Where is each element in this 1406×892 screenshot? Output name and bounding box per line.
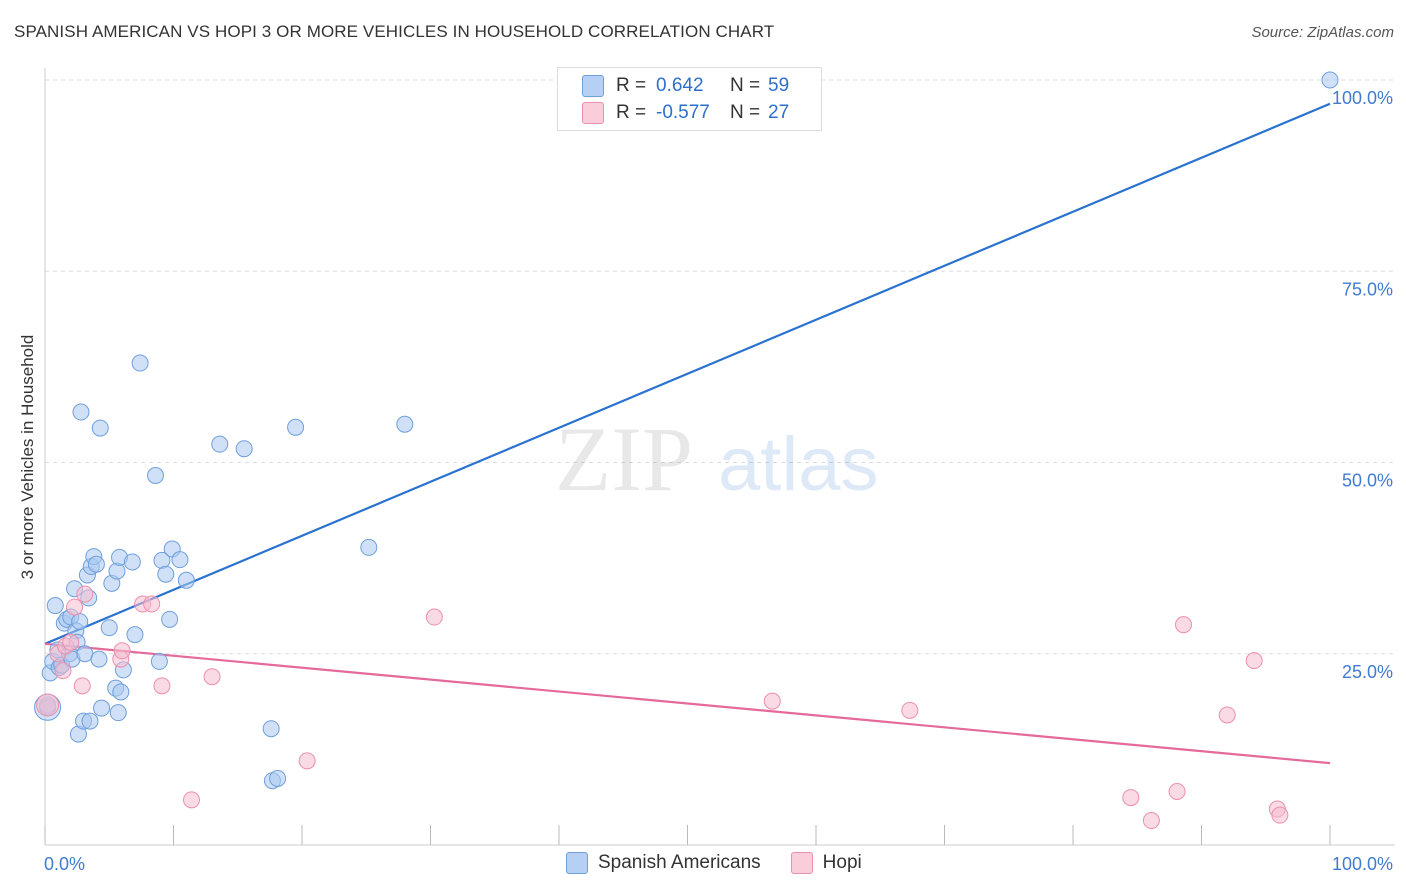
point-hopi bbox=[1175, 616, 1193, 634]
tick-labels: 25.0% 50.0% 75.0% 100.0% 0.0% 100.0% bbox=[44, 88, 1393, 874]
point-spanish-americans bbox=[177, 571, 195, 589]
point-spanish-americans bbox=[396, 415, 414, 433]
point-hopi bbox=[1218, 706, 1236, 724]
point-hopi bbox=[66, 598, 84, 616]
watermark-zip: ZIP bbox=[555, 408, 693, 510]
point-spanish-americans bbox=[161, 610, 179, 628]
trend-lines bbox=[44, 102, 1331, 765]
legend-item-hopi[interactable]: Hopi bbox=[790, 852, 862, 874]
point-hopi bbox=[1142, 812, 1160, 830]
legend-r-label: R = bbox=[616, 75, 647, 96]
legend-swatch-pink bbox=[790, 852, 813, 874]
point-hopi bbox=[298, 752, 316, 770]
point-spanish-americans bbox=[72, 403, 90, 421]
point-spanish-americans bbox=[150, 652, 168, 670]
y-axis-label: 3 or more Vehicles in Household bbox=[18, 335, 37, 580]
point-spanish-americans bbox=[211, 435, 229, 453]
point-spanish-americans bbox=[147, 467, 165, 485]
point-spanish-americans bbox=[100, 619, 118, 637]
point-hopi bbox=[1271, 806, 1289, 824]
point-cluster-hopi bbox=[36, 693, 60, 717]
point-hopi bbox=[1168, 782, 1186, 800]
watermark-atlas: atlas bbox=[718, 422, 879, 507]
legend-r-label: R = bbox=[616, 102, 647, 123]
watermark: ZIP atlas bbox=[555, 408, 879, 510]
point-spanish-americans bbox=[360, 538, 378, 556]
point-spanish-americans bbox=[287, 418, 305, 436]
point-spanish-americans bbox=[1321, 71, 1339, 89]
point-hopi bbox=[1122, 789, 1140, 807]
y-tick-label: 50.0% bbox=[1342, 471, 1393, 491]
point-hopi bbox=[62, 633, 80, 651]
point-spanish-americans bbox=[109, 704, 127, 722]
legend-r-value: -0.577 bbox=[656, 102, 710, 123]
point-spanish-americans bbox=[81, 712, 99, 730]
x-tick-label: 0.0% bbox=[44, 854, 85, 874]
point-spanish-americans bbox=[93, 699, 111, 717]
legend-label: Spanish Americans bbox=[598, 852, 761, 873]
legend-row-spanish-americans: R = 0.642 N = 59 bbox=[582, 74, 789, 98]
y-tick-label: 100.0% bbox=[1332, 88, 1393, 108]
point-spanish-americans bbox=[157, 565, 175, 583]
point-hopi bbox=[182, 791, 200, 809]
y-tick-label: 25.0% bbox=[1342, 662, 1393, 682]
point-spanish-americans bbox=[235, 440, 253, 458]
point-spanish-americans bbox=[123, 553, 141, 571]
point-hopi bbox=[901, 701, 919, 719]
point-spanish-americans bbox=[112, 683, 130, 701]
source-label: Source: ZipAtlas.com bbox=[1251, 24, 1394, 41]
point-spanish-americans bbox=[262, 720, 280, 738]
point-spanish-americans bbox=[76, 645, 94, 663]
legend-n-label: N = bbox=[730, 75, 761, 96]
legend-n-value: 27 bbox=[768, 102, 790, 123]
legend-r-value: 0.642 bbox=[656, 75, 704, 96]
point-hopi bbox=[153, 677, 171, 695]
legend-n-label: N = bbox=[730, 102, 761, 123]
point-spanish-americans bbox=[87, 555, 105, 573]
series-legend: Spanish Americans Hopi bbox=[566, 852, 892, 874]
y-tick-label: 75.0% bbox=[1342, 279, 1393, 299]
legend-swatch-blue bbox=[582, 75, 604, 97]
legend-row-hopi: R = -0.577 N = 27 bbox=[582, 101, 789, 125]
legend-n-value: 59 bbox=[768, 75, 790, 96]
point-spanish-americans bbox=[171, 551, 189, 569]
correlation-legend: R = 0.642 N = 59 R = -0.577 N = 27 bbox=[557, 67, 822, 131]
point-hopi bbox=[143, 595, 161, 613]
point-hopi bbox=[425, 608, 443, 626]
chart-title: SPANISH AMERICAN VS HOPI 3 OR MORE VEHIC… bbox=[14, 22, 775, 41]
point-spanish-americans bbox=[91, 419, 109, 437]
point-hopi bbox=[1245, 652, 1263, 670]
point-hopi bbox=[203, 668, 221, 686]
legend-swatch-blue bbox=[566, 852, 588, 874]
legend-label: Hopi bbox=[822, 852, 862, 873]
point-hopi bbox=[76, 585, 94, 603]
point-spanish-americans bbox=[269, 769, 287, 787]
point-spanish-americans bbox=[108, 562, 126, 580]
point-hopi bbox=[54, 662, 72, 680]
point-spanish-americans bbox=[90, 650, 108, 668]
point-spanish-americans bbox=[46, 597, 64, 615]
point-hopi bbox=[113, 642, 131, 660]
legend-item-spanish-americans[interactable]: Spanish Americans bbox=[566, 852, 761, 874]
point-spanish-americans bbox=[71, 613, 89, 631]
point-hopi bbox=[763, 692, 781, 710]
legend-swatch-pink bbox=[582, 102, 604, 124]
trendline-hopi bbox=[44, 642, 1331, 765]
grid-lines bbox=[45, 79, 1395, 655]
trendline-spanish-americans bbox=[44, 102, 1331, 645]
point-spanish-americans bbox=[131, 354, 149, 372]
point-hopi bbox=[73, 677, 91, 695]
data-points bbox=[34, 71, 1339, 830]
x-tick-label: 100.0% bbox=[1332, 854, 1393, 874]
point-spanish-americans bbox=[126, 626, 144, 644]
